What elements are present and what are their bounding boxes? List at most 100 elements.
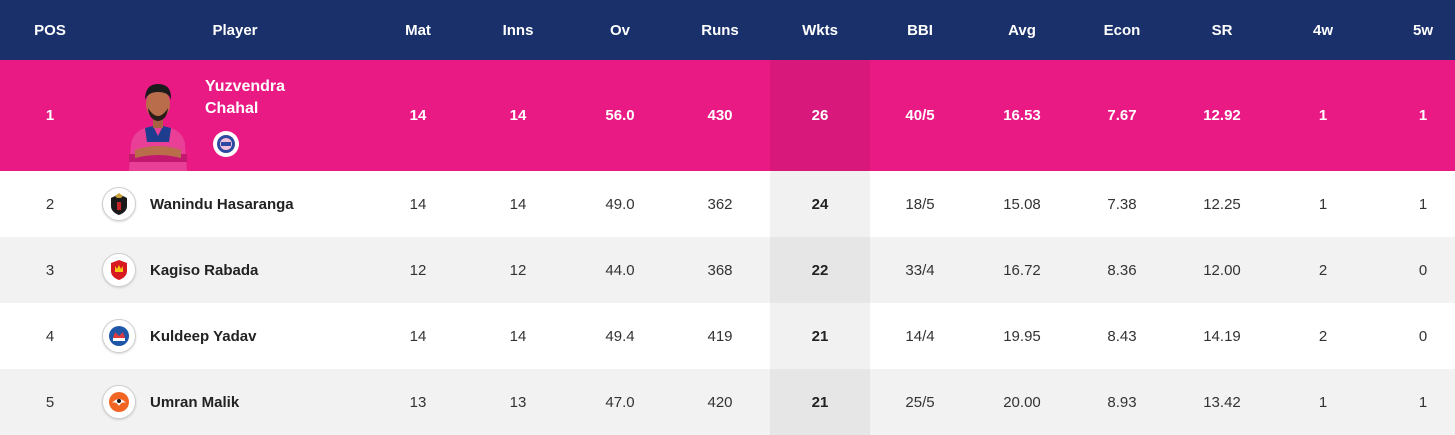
row-ov: 56.0 bbox=[605, 107, 635, 124]
player-cell[interactable]: Wanindu Hasaranga bbox=[100, 171, 370, 237]
header-wkts[interactable]: Wkts bbox=[802, 21, 838, 39]
row-sr: 12.00 bbox=[1203, 261, 1241, 279]
header-avg[interactable]: Avg bbox=[1008, 21, 1036, 39]
sunrisers-logo-icon bbox=[102, 385, 136, 419]
row-ov: 44.0 bbox=[605, 261, 635, 279]
row-runs: 368 bbox=[707, 261, 733, 279]
row-5w: 1 bbox=[1418, 195, 1428, 213]
row-inns: 14 bbox=[509, 327, 527, 345]
row-pos: 5 bbox=[45, 393, 55, 411]
table-row[interactable]: 5 Umran Malik 13 13 47.0 420 21 25/5 20.… bbox=[0, 369, 1455, 435]
row-ov: 49.0 bbox=[605, 195, 635, 213]
player-name[interactable]: Umran Malik bbox=[150, 393, 240, 411]
row-bbi: 40/5 bbox=[905, 107, 935, 124]
row-pos: 1 bbox=[45, 107, 55, 124]
row-wkts: 21 bbox=[811, 393, 829, 411]
row-pos: 3 bbox=[45, 261, 55, 279]
row-mat: 12 bbox=[409, 261, 427, 279]
table-header: POS Player Mat Inns Ov Runs Wkts BBI Avg… bbox=[0, 0, 1455, 60]
row-5w: 0 bbox=[1418, 327, 1428, 345]
row-5w: 1 bbox=[1418, 107, 1428, 124]
row-econ: 8.36 bbox=[1107, 261, 1137, 279]
row-bbi: 14/4 bbox=[905, 327, 935, 345]
row-ov: 49.4 bbox=[605, 327, 635, 345]
header-sr[interactable]: SR bbox=[1211, 21, 1233, 39]
row-5w: 0 bbox=[1418, 261, 1428, 279]
row-inns: 14 bbox=[509, 195, 527, 213]
row-runs: 430 bbox=[707, 107, 733, 124]
row-bbi: 25/5 bbox=[905, 393, 935, 411]
row-4w: 1 bbox=[1318, 195, 1328, 213]
row-sr: 13.42 bbox=[1203, 393, 1241, 411]
row-4w: 2 bbox=[1318, 261, 1328, 279]
player-name[interactable]: Kagiso Rabada bbox=[150, 261, 259, 279]
row-pos: 2 bbox=[45, 195, 55, 213]
header-bbi[interactable]: BBI bbox=[907, 21, 933, 39]
header-4w[interactable]: 4w bbox=[1312, 21, 1333, 39]
wkts-column-highlight bbox=[770, 237, 870, 303]
header-ov[interactable]: Ov bbox=[609, 21, 630, 39]
row-mat: 14 bbox=[409, 107, 427, 124]
row-bbi: 33/4 bbox=[905, 261, 935, 279]
row-runs: 420 bbox=[707, 393, 733, 411]
row-inns: 13 bbox=[509, 393, 527, 411]
wkts-column-highlight bbox=[770, 60, 870, 171]
player-name[interactable]: Wanindu Hasaranga bbox=[150, 195, 294, 213]
wkts-column-highlight bbox=[770, 171, 870, 237]
header-mat[interactable]: Mat bbox=[405, 21, 431, 39]
row-avg: 19.95 bbox=[1003, 327, 1041, 345]
rajasthan-royals-logo-icon bbox=[213, 131, 239, 157]
row-sr: 14.19 bbox=[1203, 327, 1241, 345]
row-econ: 8.43 bbox=[1107, 327, 1137, 345]
header-inns[interactable]: Inns bbox=[502, 21, 534, 39]
delhi-capitals-logo-icon bbox=[102, 319, 136, 353]
row-inns: 14 bbox=[509, 107, 527, 124]
row-runs: 362 bbox=[707, 195, 733, 213]
row-mat: 13 bbox=[409, 393, 427, 411]
leader-player-name[interactable]: Yuzvendra Chahal bbox=[205, 76, 285, 120]
row-sr: 12.25 bbox=[1203, 195, 1241, 213]
header-pos[interactable]: POS bbox=[34, 21, 66, 39]
table-row[interactable]: 3 Kagiso Rabada 12 12 44.0 368 22 33/4 1… bbox=[0, 237, 1455, 303]
row-inns: 12 bbox=[509, 261, 527, 279]
row-runs: 419 bbox=[707, 327, 733, 345]
row-econ: 8.93 bbox=[1107, 393, 1137, 411]
header-5w[interactable]: 5w bbox=[1412, 21, 1433, 39]
leader-last-name: Chahal bbox=[205, 100, 259, 117]
player-cell[interactable]: Kuldeep Yadav bbox=[100, 303, 370, 369]
royal-challengers-logo-icon bbox=[102, 187, 136, 221]
row-pos: 4 bbox=[45, 327, 55, 345]
row-econ: 7.38 bbox=[1107, 195, 1137, 213]
row-econ: 7.67 bbox=[1107, 107, 1137, 124]
row-avg: 16.72 bbox=[1003, 261, 1041, 279]
row-wkts: 21 bbox=[811, 327, 829, 345]
row-sr: 12.92 bbox=[1203, 107, 1241, 124]
row-4w: 1 bbox=[1318, 393, 1328, 411]
header-runs[interactable]: Runs bbox=[701, 21, 739, 39]
row-mat: 14 bbox=[409, 327, 427, 345]
player-name[interactable]: Kuldeep Yadav bbox=[150, 327, 257, 345]
row-wkts: 24 bbox=[811, 195, 829, 213]
table-row[interactable]: 2 Wanindu Hasaranga 14 14 49.0 362 24 18… bbox=[0, 171, 1455, 237]
row-avg: 20.00 bbox=[1003, 393, 1041, 411]
leader-first-name: Yuzvendra bbox=[205, 78, 286, 95]
table-row-leader[interactable]: 1 Yuzvendra Chahal bbox=[0, 60, 1455, 171]
player-cell[interactable]: Kagiso Rabada bbox=[100, 237, 370, 303]
punjab-kings-logo-icon bbox=[102, 253, 136, 287]
table-row[interactable]: 4 Kuldeep Yadav 14 14 49.4 419 21 14/4 1… bbox=[0, 303, 1455, 369]
row-mat: 14 bbox=[409, 195, 427, 213]
row-wkts: 26 bbox=[811, 107, 829, 124]
row-5w: 1 bbox=[1418, 393, 1428, 411]
header-econ[interactable]: Econ bbox=[1103, 21, 1141, 39]
player-photo-icon bbox=[129, 84, 187, 171]
row-bbi: 18/5 bbox=[905, 195, 935, 213]
row-ov: 47.0 bbox=[605, 393, 635, 411]
row-wkts: 22 bbox=[811, 261, 829, 279]
row-4w: 2 bbox=[1318, 327, 1328, 345]
row-avg: 15.08 bbox=[1003, 195, 1041, 213]
row-avg: 16.53 bbox=[1003, 107, 1041, 124]
player-cell[interactable]: Umran Malik bbox=[100, 369, 370, 435]
row-4w: 1 bbox=[1318, 107, 1328, 124]
header-player[interactable]: Player bbox=[212, 21, 258, 39]
